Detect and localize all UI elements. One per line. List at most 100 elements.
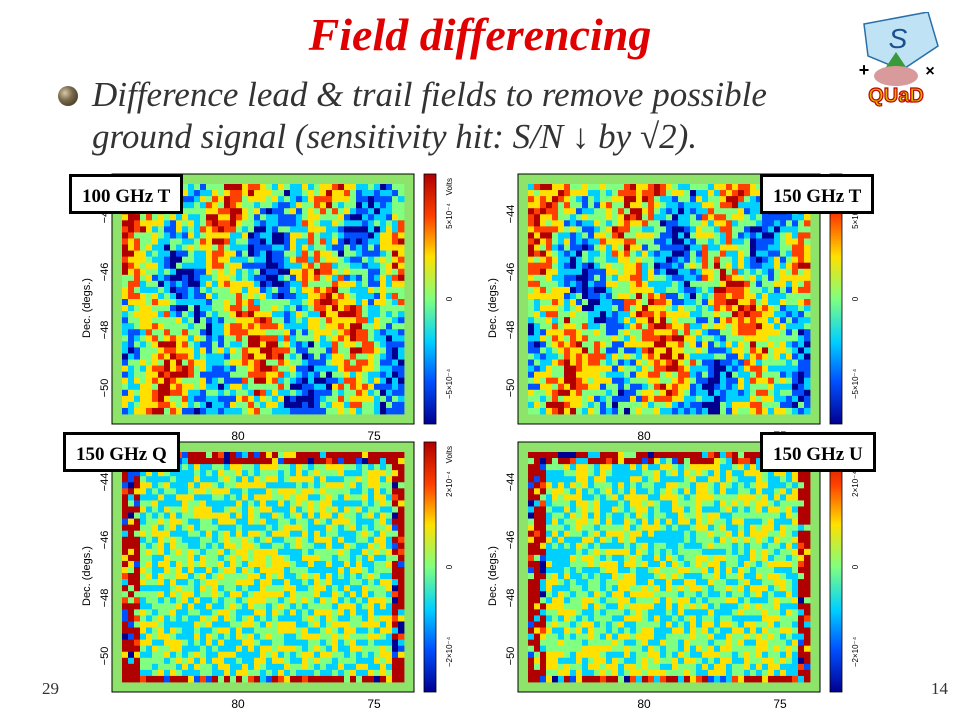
map-pixel (344, 621, 351, 628)
map-pixel (398, 609, 405, 616)
map-pixel (182, 621, 189, 628)
map-pixel (750, 232, 757, 239)
map-pixel (278, 220, 285, 227)
map-pixel (218, 377, 225, 385)
map-pixel (314, 208, 321, 215)
map-pixel (188, 452, 195, 459)
map-pixel (546, 238, 553, 245)
map-pixel (564, 244, 571, 251)
bullet-line-2: ground signal (sensitivity hit: S/N ↓ by… (92, 117, 698, 156)
map-pixel (672, 220, 679, 227)
map-pixel (194, 395, 201, 403)
map-pixel (588, 311, 595, 318)
map-pixel (314, 494, 321, 501)
map-pixel (648, 299, 655, 306)
map-pixel (564, 214, 571, 221)
map-pixel (726, 220, 733, 227)
map-pixel (338, 536, 345, 544)
map-pixel (804, 395, 811, 403)
map-pixel (242, 383, 249, 391)
map-pixel (290, 323, 297, 330)
map-pixel (654, 317, 661, 324)
map-pixel (266, 238, 273, 245)
map-pixel (326, 244, 333, 251)
map-pixel (576, 256, 583, 264)
map-pixel (720, 353, 727, 360)
map-pixel (314, 621, 321, 628)
map-pixel (218, 524, 225, 532)
map-pixel (122, 518, 129, 526)
map-pixel (350, 208, 357, 215)
map-pixel (606, 383, 613, 391)
map-pixel (212, 256, 219, 264)
map-pixel (380, 238, 387, 245)
map-pixel (666, 274, 673, 282)
map-pixel (380, 512, 387, 519)
map-pixel (224, 299, 231, 306)
map-pixel (176, 329, 183, 336)
map-pixel (804, 389, 811, 397)
map-pixel (684, 371, 691, 379)
map-pixel (134, 482, 141, 489)
map-pixel (642, 383, 649, 391)
map-pixel (236, 597, 243, 604)
map-pixel (696, 299, 703, 306)
map-pixel (302, 274, 309, 282)
map-pixel (260, 591, 267, 598)
ylabel: Dec. (degs.) (81, 278, 93, 338)
map-pixel (140, 603, 147, 610)
map-pixel (314, 299, 321, 306)
map-pixel (398, 292, 405, 300)
map-pixel (332, 395, 339, 403)
map-pixel (756, 335, 763, 342)
map-pixel (612, 365, 619, 373)
map-pixel (194, 573, 201, 580)
map-pixel (164, 395, 171, 403)
map-pixel (374, 347, 381, 354)
map-pixel (272, 615, 279, 622)
map-pixel (332, 603, 339, 610)
map-pixel (248, 353, 255, 360)
map-pixel (696, 377, 703, 385)
map-pixel (236, 383, 243, 391)
map-pixel (254, 579, 261, 586)
map-pixel (546, 292, 553, 300)
map-pixel (212, 214, 219, 221)
map-pixel (302, 609, 309, 616)
map-pixel (726, 238, 733, 245)
map-pixel (350, 371, 357, 379)
map-pixel (546, 256, 553, 264)
map-pixel (654, 274, 661, 282)
map-pixel (200, 585, 207, 592)
map-pixel (338, 395, 345, 403)
map-pixel (762, 317, 769, 324)
map-pixel (236, 208, 243, 215)
map-pixel (284, 615, 291, 622)
map-pixel (296, 335, 303, 342)
map-pixel (672, 359, 679, 366)
map-pixel (158, 214, 165, 221)
map-pixel (284, 567, 291, 574)
map-pixel (230, 238, 237, 245)
map-pixel (188, 371, 195, 379)
map-pixel (380, 506, 387, 513)
map-pixel (552, 214, 559, 221)
map-pixel (392, 250, 399, 258)
map-pixel (732, 256, 739, 264)
map-pixel (290, 335, 297, 342)
map-pixel (194, 536, 201, 544)
map-pixel (278, 214, 285, 221)
map-pixel (134, 389, 141, 397)
map-pixel (284, 512, 291, 519)
map-pixel (170, 286, 177, 294)
map-pixel (332, 280, 339, 288)
map-pixel (720, 184, 727, 191)
map-pixel (284, 401, 291, 409)
map-pixel (768, 299, 775, 306)
map-pixel (218, 389, 225, 397)
map-pixel (248, 202, 255, 209)
map-pixel (320, 196, 327, 203)
map-pixel (606, 359, 613, 366)
map-pixel (660, 184, 667, 191)
map-pixel (332, 615, 339, 622)
